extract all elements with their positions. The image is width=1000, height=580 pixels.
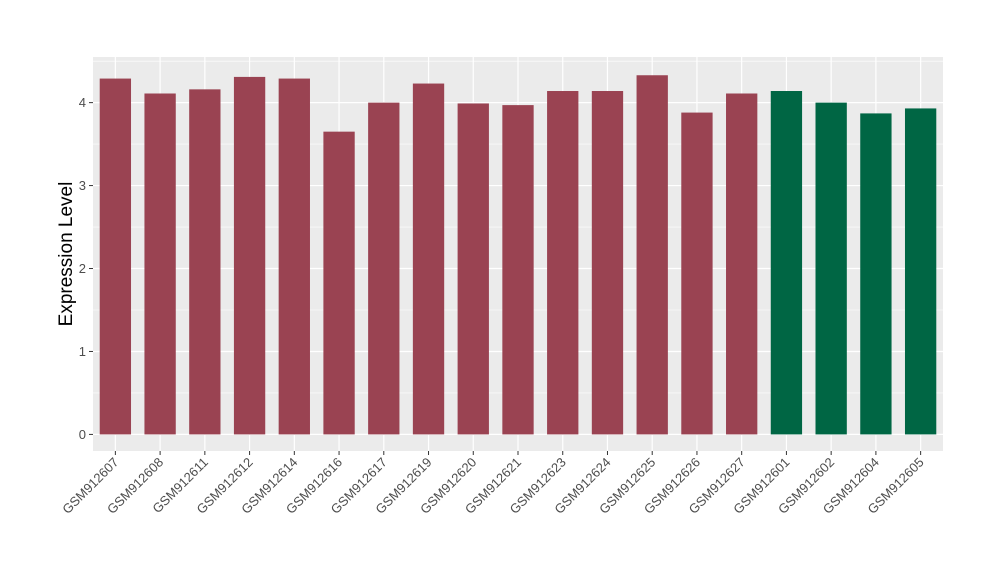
bar-GSM912619	[412, 83, 445, 435]
x-axis: GSM912607GSM912608GSM912611GSM912612GSM9…	[59, 451, 927, 517]
bar-GSM912614	[278, 78, 310, 435]
bar-GSM912624	[591, 91, 624, 435]
y-axis-title: Expression Level	[56, 182, 77, 327]
bar-GSM912617	[368, 102, 400, 435]
bar-GSM912626	[681, 112, 713, 435]
y-axis: 0 1 2 3 4	[79, 95, 93, 442]
y-tick-label: 0	[79, 427, 86, 442]
bar-GSM912605	[904, 108, 937, 435]
bar-GSM912611	[189, 89, 221, 435]
bar-GSM912601	[770, 91, 803, 435]
bar-GSM912620	[457, 103, 489, 435]
bar-GSM912612	[233, 76, 266, 435]
bar-GSM912623	[547, 91, 579, 435]
bar-GSM912604	[860, 113, 892, 435]
y-tick-label: 1	[79, 344, 86, 359]
bar-GSM912625	[636, 75, 668, 435]
bar-GSM912608	[144, 93, 176, 435]
bar-GSM912607	[99, 78, 132, 435]
bars-group	[99, 75, 937, 435]
bar-GSM912602	[815, 102, 847, 435]
bar-GSM912627	[726, 93, 758, 435]
bar-GSM912616	[323, 131, 355, 435]
y-tick-label: 3	[79, 178, 86, 193]
y-tick-label: 2	[79, 261, 86, 276]
y-tick-label: 4	[79, 95, 86, 110]
bar-GSM912621	[502, 105, 534, 435]
